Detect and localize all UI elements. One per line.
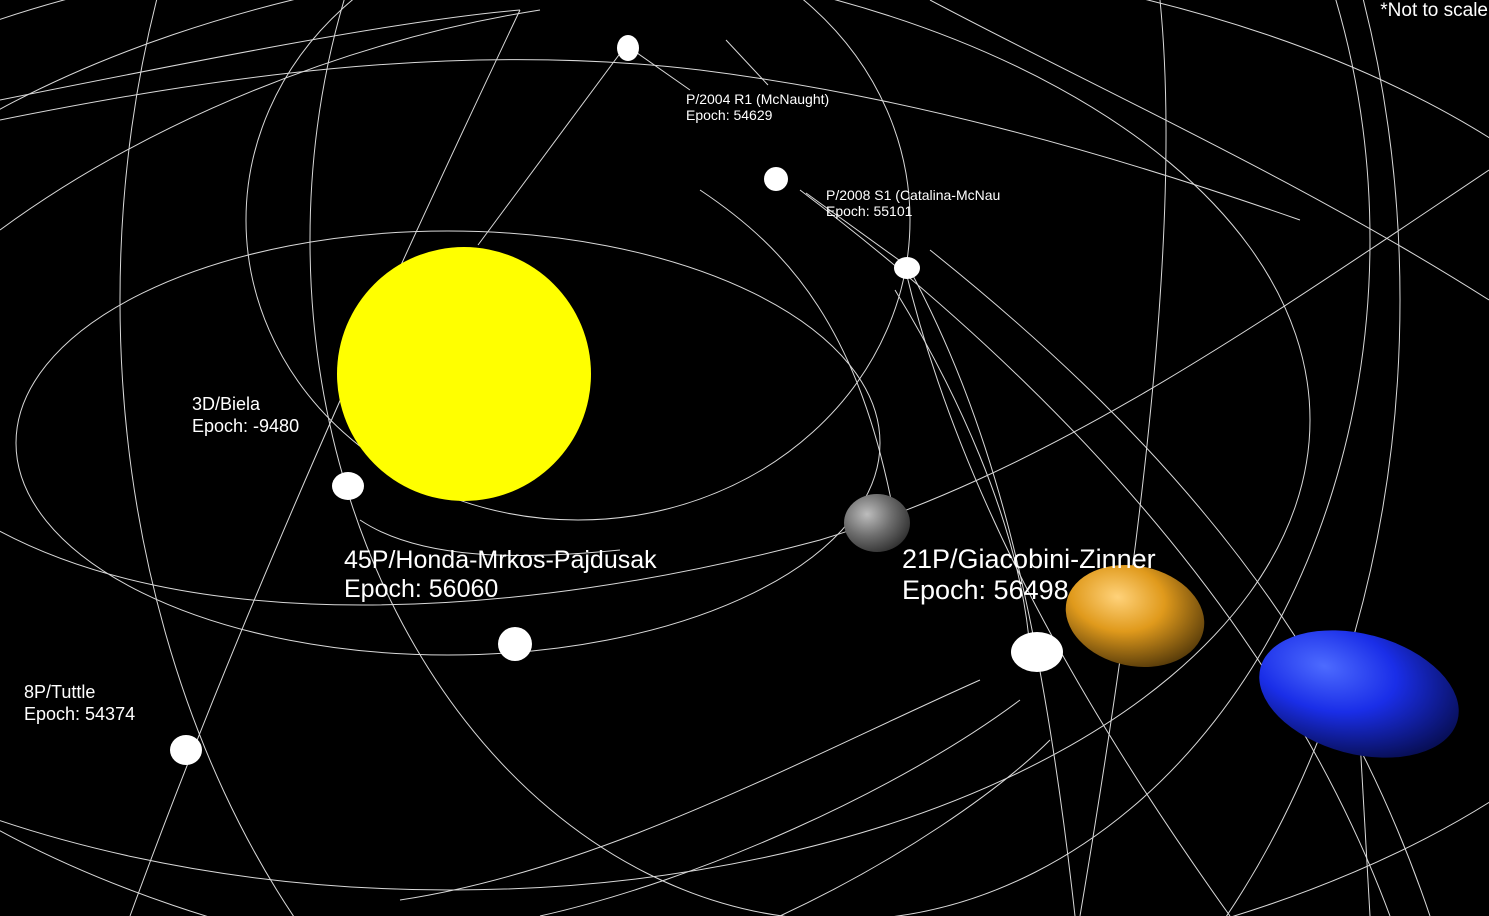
comet-icon-catalina-a[interactable] — [764, 167, 788, 191]
comet-label-honda: 45P/Honda-Mrkos-Pajdusak Epoch: 56060 — [344, 546, 657, 604]
orbit-path — [1359, 739, 1371, 916]
comet-icon-mcnaught[interactable] — [617, 35, 639, 61]
comet-label-giacobini: 21P/Giacobini-Zinner Epoch: 56498 — [902, 544, 1156, 606]
orbit-path — [929, 0, 1489, 301]
comet-label-tuttle: 8P/Tuttle Epoch: 54374 — [24, 681, 135, 725]
orbit-path — [0, 9, 541, 231]
comet-label-catalina: P/2008 S1 (Catalina-McNau Epoch: 55101 — [826, 187, 1000, 219]
orbit-path — [399, 679, 981, 901]
comet-name: P/2008 S1 (Catalina-McNau — [826, 187, 1001, 203]
comet-epoch: Epoch: 56498 — [902, 575, 1069, 605]
orbit-path — [894, 289, 1031, 651]
orbit-path — [699, 189, 896, 521]
orbit-path — [15, 230, 881, 656]
orbit-path — [0, 59, 1301, 221]
orbit-path — [1079, 0, 1167, 916]
orbit-path — [805, 192, 911, 269]
earth-icon[interactable] — [1245, 610, 1473, 779]
orbit-path — [0, 0, 1311, 891]
comet-name: 45P/Honda-Mrkos-Pajdusak — [344, 546, 657, 574]
orbit-path — [359, 519, 621, 557]
orbit-path — [119, 0, 1401, 916]
comet-name: 8P/Tuttle — [24, 682, 96, 702]
comet-icon-biela[interactable] — [332, 472, 364, 500]
comet-icon-catalina-b[interactable] — [894, 257, 920, 279]
orbit-path — [929, 249, 1431, 916]
orbit-path — [477, 39, 631, 246]
comet-epoch: Epoch: 55101 — [826, 203, 913, 219]
mercury-icon[interactable] — [844, 494, 910, 552]
orbit-path — [779, 739, 1051, 916]
orbit-path — [629, 47, 691, 91]
comet-name: 3D/Biela — [192, 394, 261, 414]
comet-icon-giacobini[interactable] — [1011, 632, 1063, 672]
orbit-path — [909, 269, 1076, 916]
comet-epoch: Epoch: -9480 — [192, 416, 300, 436]
orbit-path — [309, 0, 1371, 916]
comet-epoch: Epoch: 56060 — [344, 575, 499, 603]
comet-name: 21P/Giacobini-Zinner — [902, 544, 1156, 574]
orbit-path — [245, 0, 911, 521]
orbit-path — [904, 267, 1231, 916]
comet-icon-honda[interactable] — [498, 627, 532, 661]
venus-icon[interactable] — [1056, 553, 1214, 680]
orbit-path — [539, 699, 1021, 916]
orbit-path — [725, 39, 769, 86]
comet-name: P/2004 R1 (McNaught) — [686, 91, 830, 107]
comet-icon-tuttle[interactable] — [170, 735, 202, 765]
orbit-path — [0, 9, 521, 101]
comet-markers — [170, 35, 1063, 765]
comet-label-biela: 3D/Biela Epoch: -9480 — [192, 393, 299, 437]
orbit-path — [0, 169, 1489, 606]
scale-note: *Not to scale — [1380, 0, 1488, 21]
comet-label-mcnaught: P/2004 R1 (McNaught) Epoch: 54629 — [686, 91, 829, 123]
comet-epoch: Epoch: 54374 — [24, 704, 136, 724]
comet-epoch: Epoch: 54629 — [686, 107, 773, 123]
sun-icon[interactable] — [337, 247, 591, 501]
